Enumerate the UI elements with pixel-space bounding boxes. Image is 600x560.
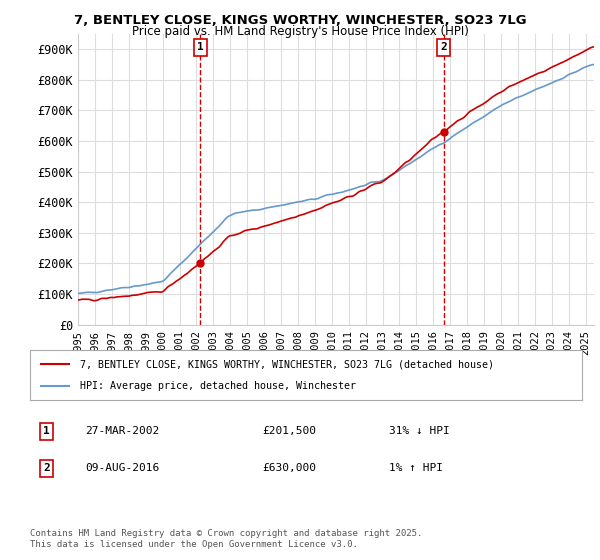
Text: 1: 1 bbox=[197, 43, 203, 52]
Text: Price paid vs. HM Land Registry's House Price Index (HPI): Price paid vs. HM Land Registry's House … bbox=[131, 25, 469, 38]
Text: £201,500: £201,500 bbox=[262, 426, 316, 436]
Text: 2: 2 bbox=[43, 464, 50, 473]
Text: 7, BENTLEY CLOSE, KINGS WORTHY, WINCHESTER, SO23 7LG (detached house): 7, BENTLEY CLOSE, KINGS WORTHY, WINCHEST… bbox=[80, 359, 494, 369]
Text: 2: 2 bbox=[440, 43, 447, 52]
Text: 27-MAR-2002: 27-MAR-2002 bbox=[85, 426, 160, 436]
Text: 1: 1 bbox=[43, 426, 50, 436]
Text: 31% ↓ HPI: 31% ↓ HPI bbox=[389, 426, 449, 436]
Text: HPI: Average price, detached house, Winchester: HPI: Average price, detached house, Winc… bbox=[80, 381, 356, 391]
Text: 1% ↑ HPI: 1% ↑ HPI bbox=[389, 464, 443, 473]
Text: £630,000: £630,000 bbox=[262, 464, 316, 473]
Text: Contains HM Land Registry data © Crown copyright and database right 2025.
This d: Contains HM Land Registry data © Crown c… bbox=[30, 529, 422, 549]
Text: 09-AUG-2016: 09-AUG-2016 bbox=[85, 464, 160, 473]
Text: 7, BENTLEY CLOSE, KINGS WORTHY, WINCHESTER, SO23 7LG: 7, BENTLEY CLOSE, KINGS WORTHY, WINCHEST… bbox=[74, 14, 526, 27]
